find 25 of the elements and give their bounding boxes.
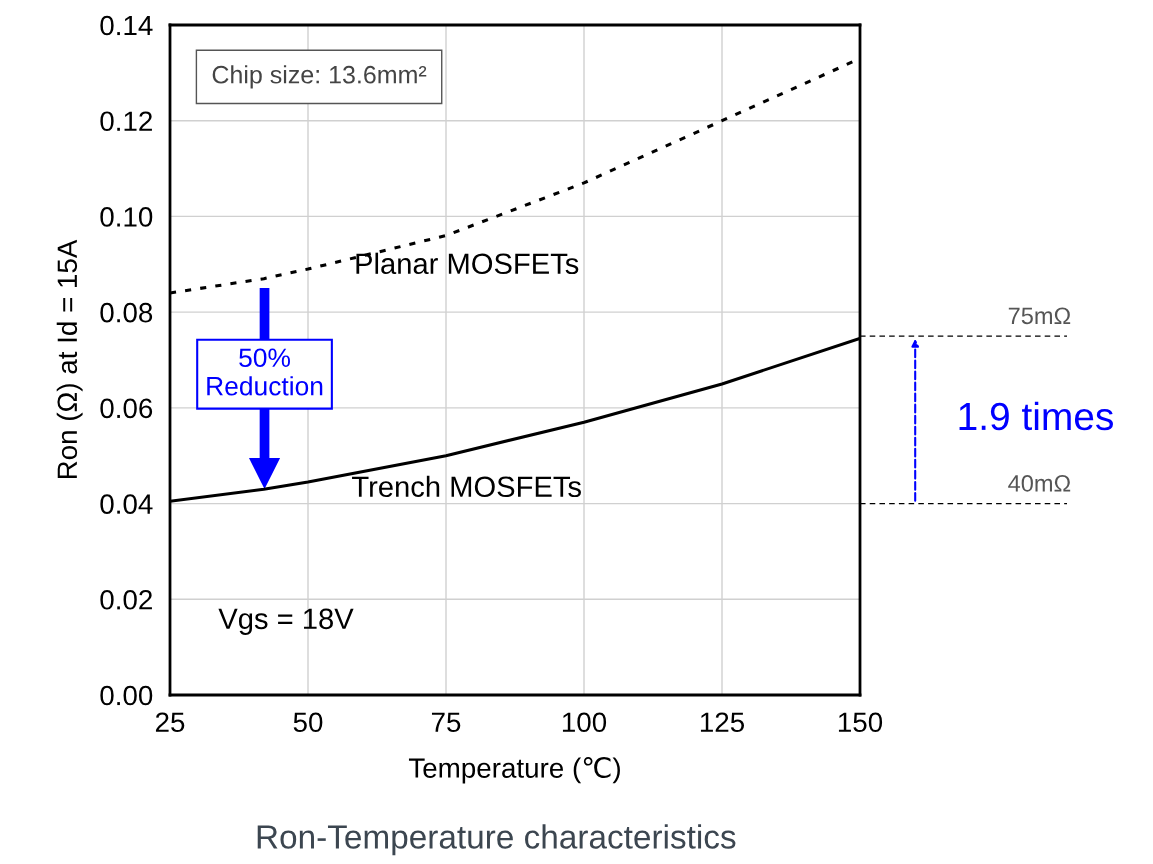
x-tick-label: 25 — [155, 712, 185, 733]
x-tick-label: 100 — [562, 712, 607, 733]
x-tick-label: 50 — [293, 712, 323, 733]
y-tick-label: 0.00 — [100, 685, 153, 706]
y-tick-label: 0.08 — [100, 302, 153, 323]
x-tick-label: 125 — [700, 712, 745, 733]
series-label: Trench MOSFETs — [352, 475, 581, 498]
y-tick-label: 0.04 — [100, 494, 153, 514]
x-axis-title: Temperature (℃) — [408, 757, 620, 784]
series-label: Planar MOSFETs — [356, 252, 579, 275]
text: 1.9 times — [959, 401, 1113, 431]
annotation: 50% Reduction — [207, 348, 323, 396]
y-axis-title: Ron (Ω) at Id = 15A — [56, 239, 83, 479]
y-tick-label: 0.14 — [100, 15, 153, 36]
y-tick-label: 0.10 — [100, 207, 153, 227]
y-tick-label: 0.02 — [100, 589, 152, 610]
annotation: Vgs = 18V — [218, 608, 354, 635]
x-tick-label: 150 — [838, 712, 883, 733]
ref-line-label: 40mΩ — [1008, 475, 1071, 492]
ref-line-label: 75mΩ — [1008, 307, 1071, 325]
x-tick-label: 75 — [431, 712, 461, 733]
y-tick-label: 0.06 — [100, 398, 153, 419]
text: Ron-Temperature characteristics — [257, 824, 736, 856]
annotation: Chip size: 13.6mm² — [212, 65, 427, 89]
y-tick-label: 0.12 — [100, 111, 152, 132]
